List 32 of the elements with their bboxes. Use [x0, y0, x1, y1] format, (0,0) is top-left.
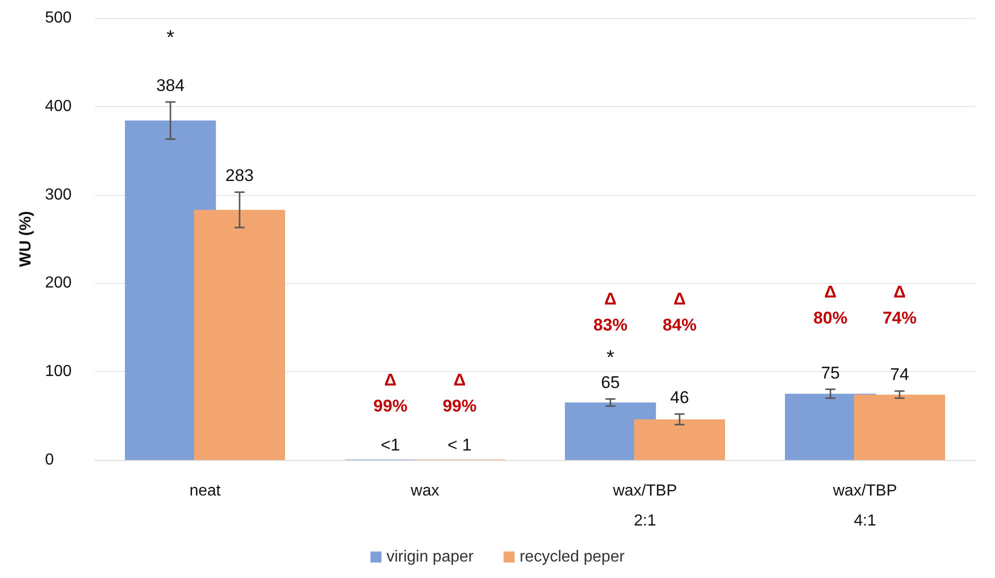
y-tick-label: 200 [45, 274, 72, 292]
annotation: Δ 83% [593, 290, 628, 334]
y-tick-label: 400 [45, 98, 72, 115]
annotation: Δ 99% [373, 370, 408, 416]
annotation: Δ 80% [813, 282, 848, 328]
bar [854, 394, 946, 460]
y-tick-label: 100 [45, 363, 72, 380]
legend-label: virigin paper [386, 548, 474, 566]
bar [634, 419, 726, 460]
x-tick-label: neat [189, 482, 222, 500]
data-label: 384 [156, 76, 185, 95]
annotation: Δ 99% [442, 370, 477, 416]
y-axis-title: WU (%) [18, 211, 35, 267]
y-tick-label: 500 [45, 10, 72, 26]
annotation: Δ 74% [882, 282, 917, 328]
annotation: Δ 84% [662, 290, 697, 334]
bar [194, 210, 286, 460]
legend-label: recycled peper [520, 548, 626, 566]
data-label: < 1 [448, 436, 472, 455]
annotation: * [166, 27, 175, 49]
x-tick-label: wax/TBP 2:1 [612, 482, 678, 530]
x-tick-label: wax/TBP 4:1 [832, 482, 898, 530]
data-label: 74 [890, 365, 910, 384]
x-tick-label: wax [410, 482, 440, 500]
annotation: * [606, 347, 615, 369]
data-label: 283 [225, 166, 254, 186]
data-label: 75 [820, 363, 840, 382]
data-label: 46 [670, 388, 690, 408]
data-label: 65 [600, 373, 620, 392]
y-tick-label: 0 [45, 452, 54, 468]
data-label: <1 [380, 436, 400, 455]
y-tick-label: 300 [45, 186, 72, 204]
